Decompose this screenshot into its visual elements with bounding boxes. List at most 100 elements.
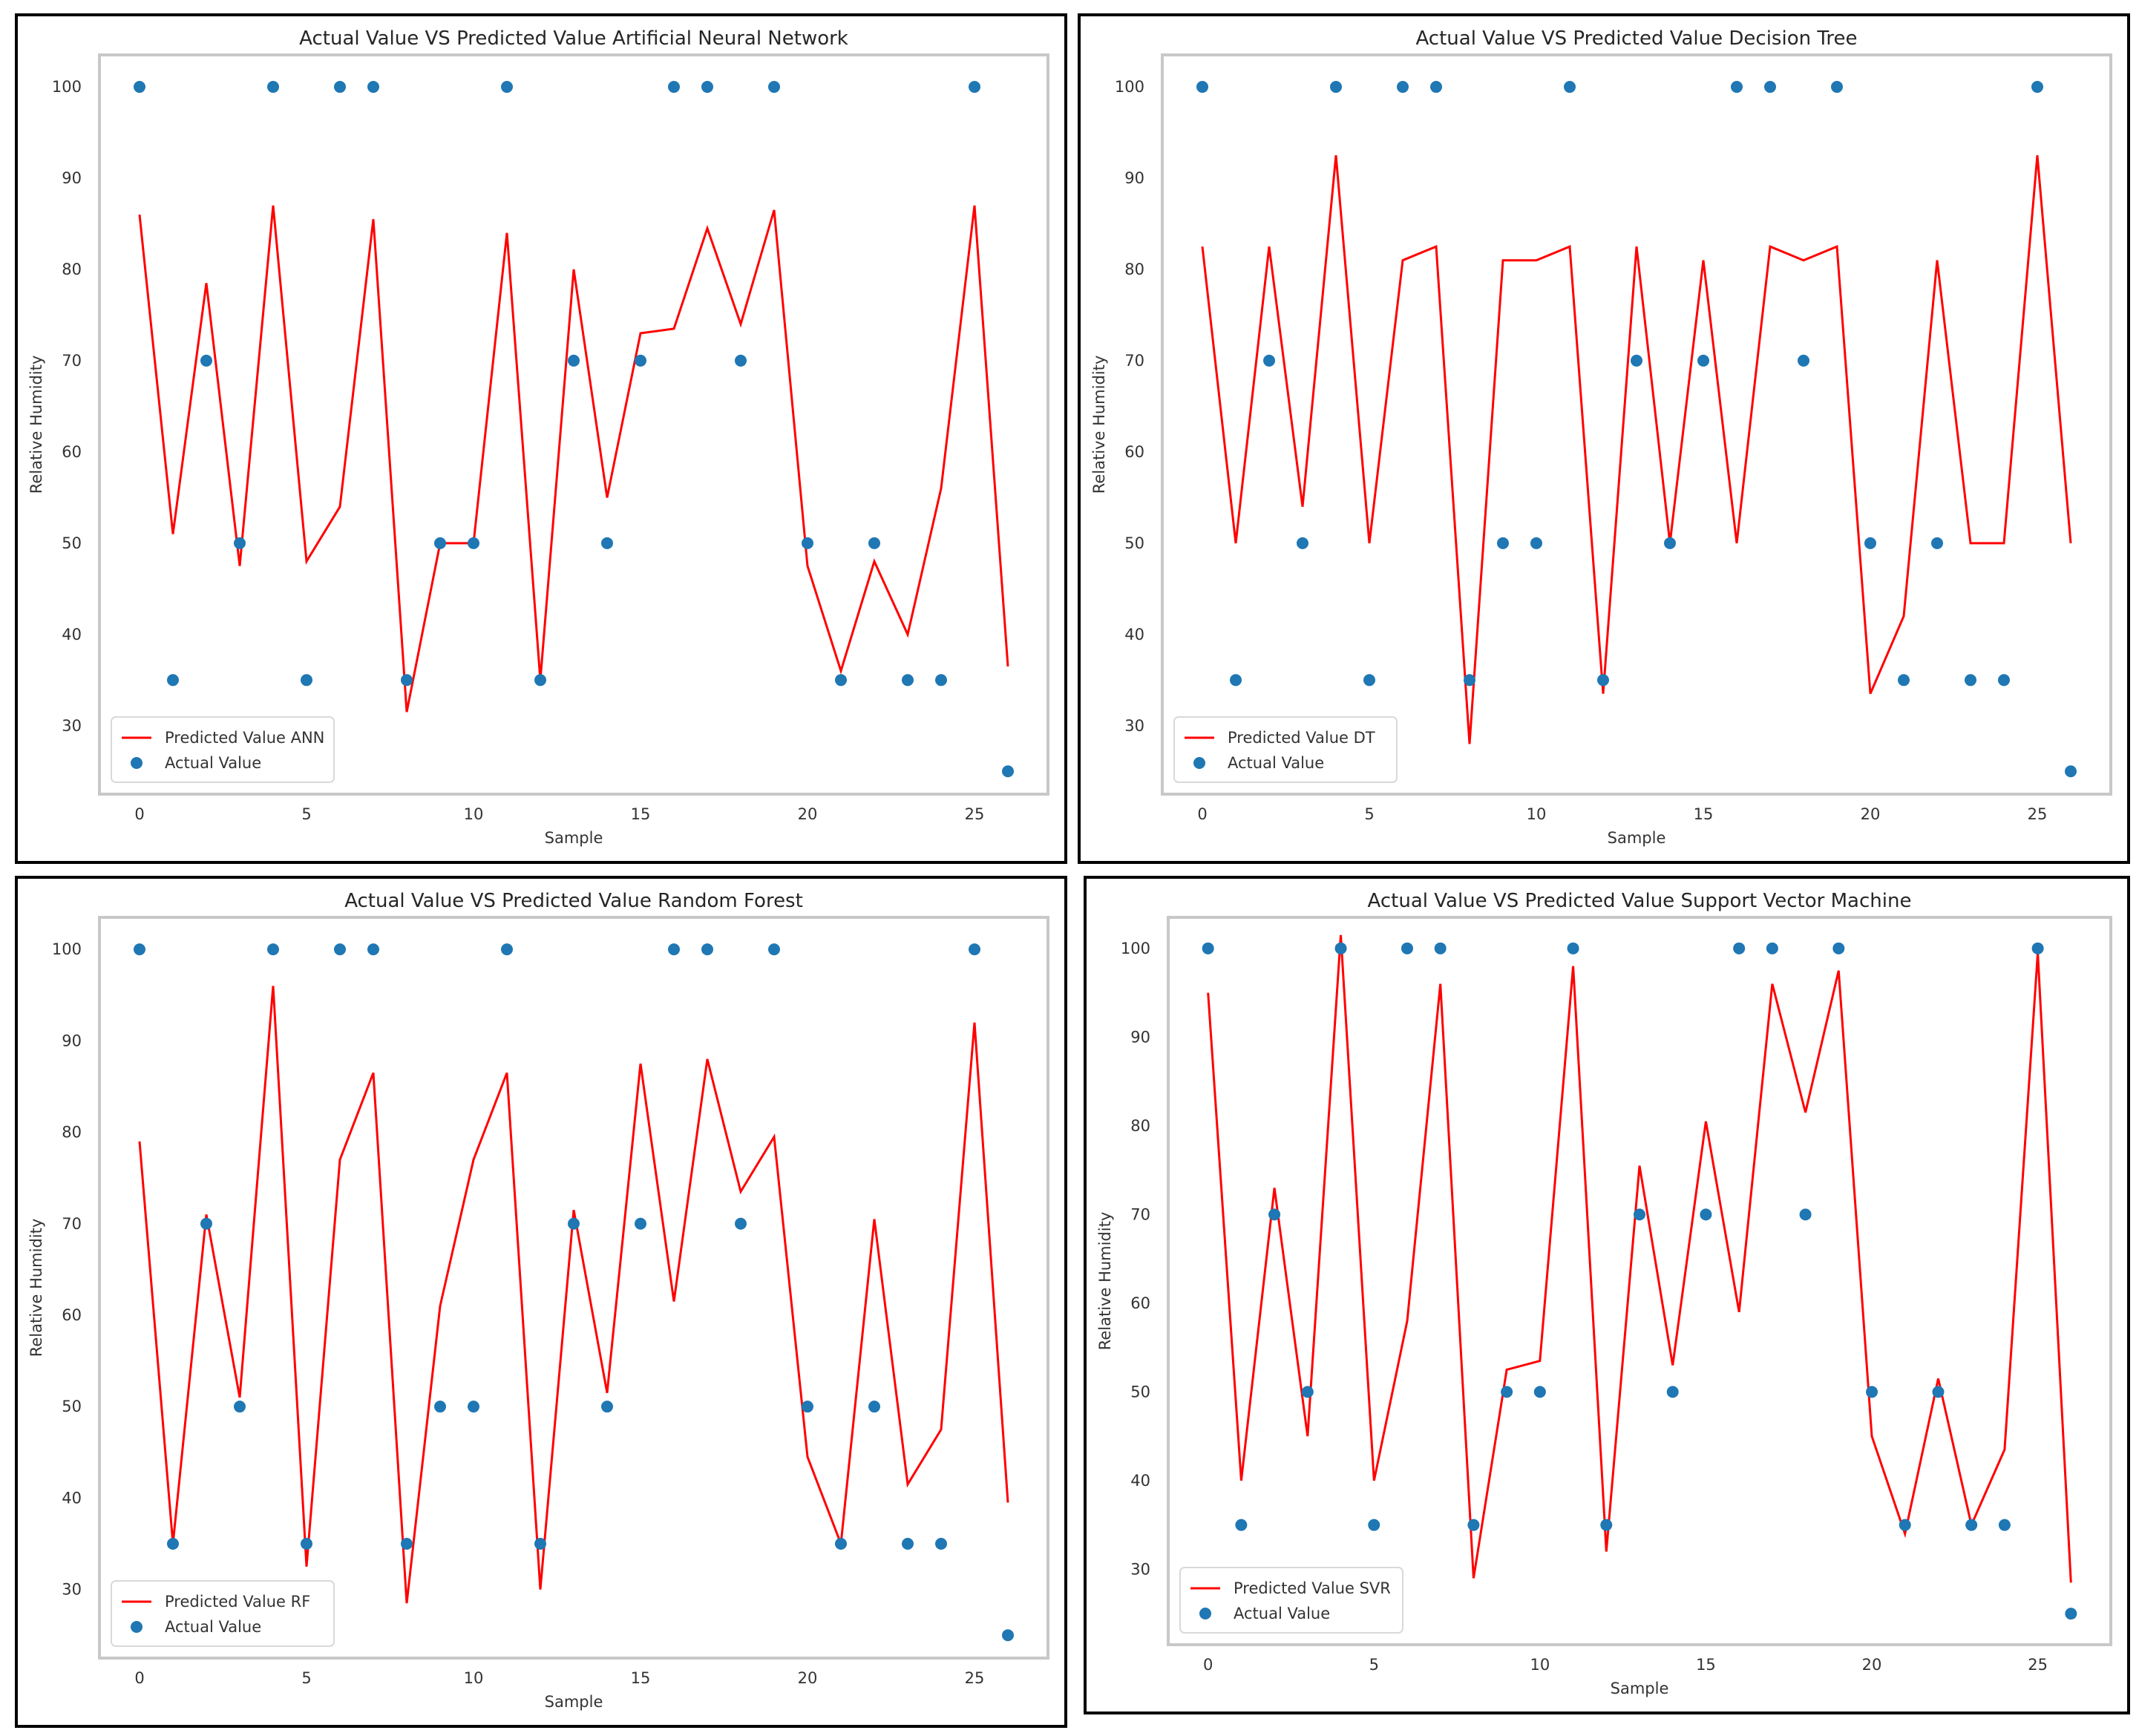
y-tick-label: 90 [62, 169, 82, 187]
actual-value-point [2031, 942, 2044, 954]
plot-frame [1161, 53, 2112, 796]
actual-value-point [2065, 1608, 2077, 1620]
actual-value-point [1268, 1208, 1281, 1221]
actual-value-point [1567, 942, 1579, 954]
actual-value-point [1899, 1519, 1911, 1531]
y-tick-label: 50 [1130, 1383, 1150, 1401]
x-tick-label: 10 [464, 1669, 484, 1687]
actual-value-point [1731, 81, 1743, 94]
actual-value-point [200, 1217, 212, 1230]
y-tick-label: 70 [62, 352, 82, 370]
x-tick-label: 15 [1694, 805, 1714, 823]
y-tick-label: 30 [1130, 1560, 1150, 1578]
y-tick-label: 60 [1124, 443, 1144, 461]
chart-panel-rf: Actual Value VS Predicted Value Random F… [15, 876, 1067, 1728]
actual-value-point [969, 81, 980, 94]
x-tick-label: 10 [1527, 805, 1547, 823]
actual-value-point [1965, 674, 1976, 687]
legend-point-swatch [131, 1621, 143, 1633]
x-tick-label: 0 [134, 1669, 144, 1687]
y-tick-label: 30 [62, 717, 82, 735]
actual-value-point [1932, 1386, 1945, 1398]
x-tick-label: 5 [1369, 1656, 1379, 1674]
chart-title: Actual Value VS Predicted Value Artifici… [299, 27, 848, 50]
chart-panel-ann: Actual Value VS Predicted Value Artifici… [15, 13, 1067, 864]
actual-value-point [401, 1537, 413, 1550]
actual-value-point [1196, 81, 1208, 94]
y-tick-label: 40 [1130, 1472, 1150, 1490]
actual-value-point [1002, 1629, 1014, 1642]
chart-title: Actual Value VS Predicted Value Support … [1368, 890, 1912, 912]
chart-panel-svr: Actual Value VS Predicted Value Support … [1084, 876, 2130, 1714]
actual-value-point [401, 674, 413, 687]
x-tick-label: 10 [464, 805, 484, 823]
predicted-series-line [1207, 934, 2072, 1583]
actual-value-point [802, 537, 813, 549]
y-tick-label: 90 [1130, 1028, 1150, 1046]
actual-value-point [1301, 1386, 1314, 1398]
y-tick-label: 30 [62, 1581, 82, 1599]
legend-label-actual: Actual Value [1234, 1605, 1330, 1622]
y-tick-label: 40 [62, 1489, 82, 1507]
x-tick-label: 20 [798, 805, 818, 823]
actual-value-point [701, 81, 713, 94]
chart-svg-svr: Actual Value VS Predicted Value Support … [1096, 890, 2112, 1697]
actual-value-point [1434, 942, 1447, 954]
actual-value-point [1368, 1519, 1380, 1531]
actual-value-point [267, 81, 279, 94]
actual-value-point [1764, 81, 1776, 94]
chart-title: Actual Value VS Predicted Value Decision… [1415, 27, 1857, 50]
actual-value-point [601, 1401, 613, 1413]
actual-value-point [1631, 354, 1642, 367]
actual-value-point [434, 1401, 446, 1413]
legend-box [1173, 716, 1398, 783]
x-tick-label: 15 [631, 805, 651, 823]
y-tick-label: 30 [1124, 717, 1144, 735]
y-tick-label: 80 [62, 261, 82, 278]
actual-value-point [1666, 1386, 1679, 1398]
y-tick-label: 60 [62, 443, 82, 461]
actual-value-point [167, 1537, 179, 1550]
actual-value-point [868, 1401, 880, 1413]
y-axis-label: Relative Humidity [27, 1219, 45, 1357]
actual-value-point [1334, 942, 1347, 954]
actual-value-point [267, 943, 279, 956]
actual-value-point [234, 537, 246, 549]
actual-value-point [835, 674, 847, 687]
actual-value-point [735, 354, 747, 367]
actual-value-point [1467, 1519, 1480, 1531]
actual-value-point [1634, 1208, 1645, 1221]
y-tick-label: 90 [1124, 169, 1144, 187]
y-tick-label: 50 [1124, 534, 1144, 552]
x-tick-label: 25 [2028, 805, 2048, 823]
actual-value-point [367, 943, 379, 956]
actual-value-point [1597, 674, 1609, 687]
actual-value-point [1799, 1208, 1812, 1221]
x-tick-label: 5 [301, 1669, 311, 1687]
actual-value-point [635, 1217, 646, 1230]
actual-value-point [334, 81, 346, 94]
legend-label-predicted: Predicted Value RF [165, 1593, 310, 1611]
actual-value-point [935, 674, 947, 687]
actual-value-point [1464, 674, 1475, 687]
y-tick-label: 50 [62, 1398, 82, 1415]
x-axis-label: Sample [545, 1693, 603, 1711]
actual-value-point [367, 81, 379, 94]
actual-value-point [1733, 942, 1746, 954]
actual-value-point [1700, 1208, 1712, 1221]
actual-value-point [735, 1217, 747, 1230]
actual-value-point [334, 943, 346, 956]
actual-value-point [601, 537, 613, 549]
actual-value-point [134, 81, 145, 94]
actual-value-point [1866, 1386, 1878, 1398]
actual-value-point [668, 943, 680, 956]
actual-value-point [301, 1537, 312, 1550]
actual-value-point [1798, 354, 1809, 367]
actual-value-point [1330, 81, 1342, 94]
actual-value-point [1263, 354, 1275, 367]
actual-value-point [902, 1537, 914, 1550]
x-tick-label: 20 [1861, 805, 1881, 823]
chart-svg-rf: Actual Value VS Predicted Value Random F… [27, 890, 1049, 1711]
y-tick-label: 80 [1124, 261, 1144, 278]
plot-frame [1167, 916, 2112, 1646]
